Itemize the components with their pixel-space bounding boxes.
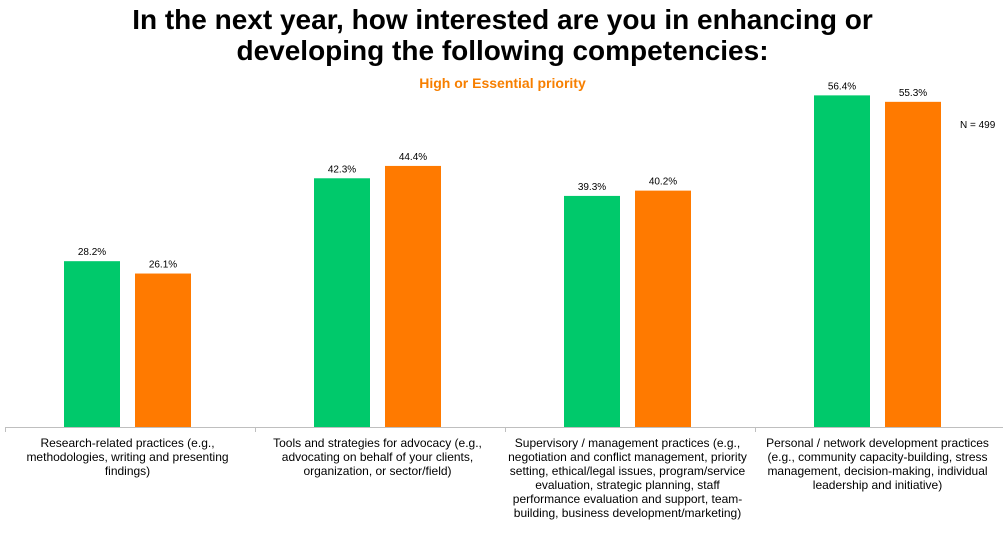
bar-series-2-category-3: [635, 190, 691, 427]
data-label-series-1-category-1: 28.2%: [78, 247, 106, 258]
sample-size-label: N = 499: [960, 120, 996, 131]
data-label-series-2-category-3: 40.2%: [649, 177, 677, 188]
chart-subtitle: High or Essential priority: [419, 75, 586, 91]
bar-series-1-category-1: [64, 261, 120, 427]
bar-series-2-category-4: [885, 101, 941, 427]
bar-series-2-category-2: [385, 165, 441, 428]
data-label-series-2-category-2: 44.4%: [399, 152, 427, 163]
data-label-series-2-category-4: 55.3%: [899, 88, 927, 99]
bar-series-1-category-2: [314, 178, 370, 427]
chart-title: In the next year, how interested are you…: [0, 4, 1005, 66]
chart-title-line-1: In the next year, how interested are you…: [132, 4, 873, 35]
bar-series-2-category-1: [135, 273, 191, 427]
data-label-series-2-category-1: 26.1%: [149, 260, 177, 271]
bar-series-1-category-4: [814, 95, 870, 428]
data-label-series-1-category-3: 39.3%: [578, 182, 606, 193]
data-label-series-1-category-4: 56.4%: [828, 81, 856, 92]
category-label-advocacy: Tools and strategies for advocacy (e.g.,…: [273, 436, 482, 478]
category-label-personal: Personal / network development practices…: [766, 436, 989, 492]
category-label-supervisory: Supervisory / management practices (e.g.…: [508, 436, 747, 520]
category-label-research: Research-related practices (e.g., method…: [26, 436, 229, 478]
chart-title-line-2: developing the following competencies:: [236, 35, 769, 66]
data-label-series-1-category-2: 42.3%: [328, 164, 356, 175]
bar-series-1-category-3: [564, 195, 620, 427]
